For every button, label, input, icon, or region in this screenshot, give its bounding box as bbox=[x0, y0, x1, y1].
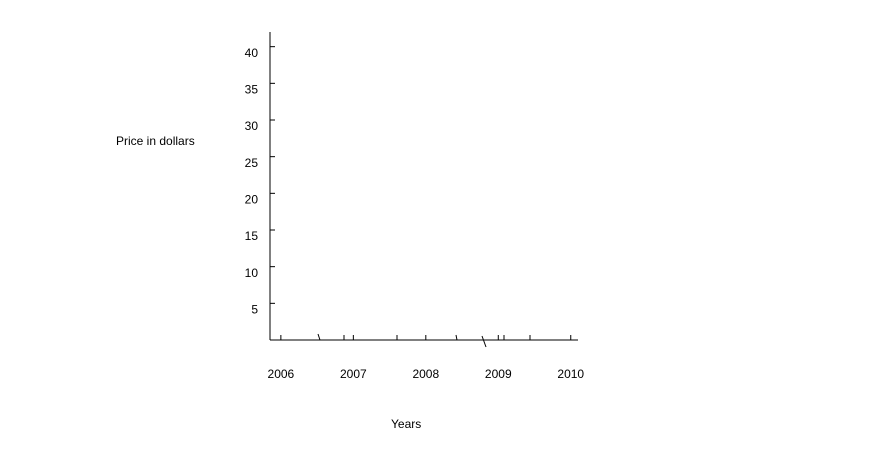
y-tick-label: 15 bbox=[245, 229, 259, 243]
x-tick-label: 2008 bbox=[412, 367, 439, 381]
minor-ticks bbox=[317, 333, 531, 348]
y-tick-label: 25 bbox=[245, 156, 259, 170]
x-tick-label: 2009 bbox=[485, 367, 512, 381]
y-tick-label: 20 bbox=[245, 193, 259, 207]
y-tick-label: 30 bbox=[245, 119, 259, 133]
y-tick-label: 40 bbox=[245, 46, 259, 60]
y-tick-label: 35 bbox=[245, 83, 259, 97]
y-tick-label: 10 bbox=[245, 266, 259, 280]
x-tick-label: 2006 bbox=[268, 367, 295, 381]
x-tick-label: 2007 bbox=[340, 367, 367, 381]
y-axis-title: Price in dollars bbox=[116, 134, 195, 148]
y-tick-label: 5 bbox=[251, 303, 258, 317]
x-tick-label: 2010 bbox=[557, 367, 584, 381]
x-axis-title: Years bbox=[391, 417, 421, 431]
